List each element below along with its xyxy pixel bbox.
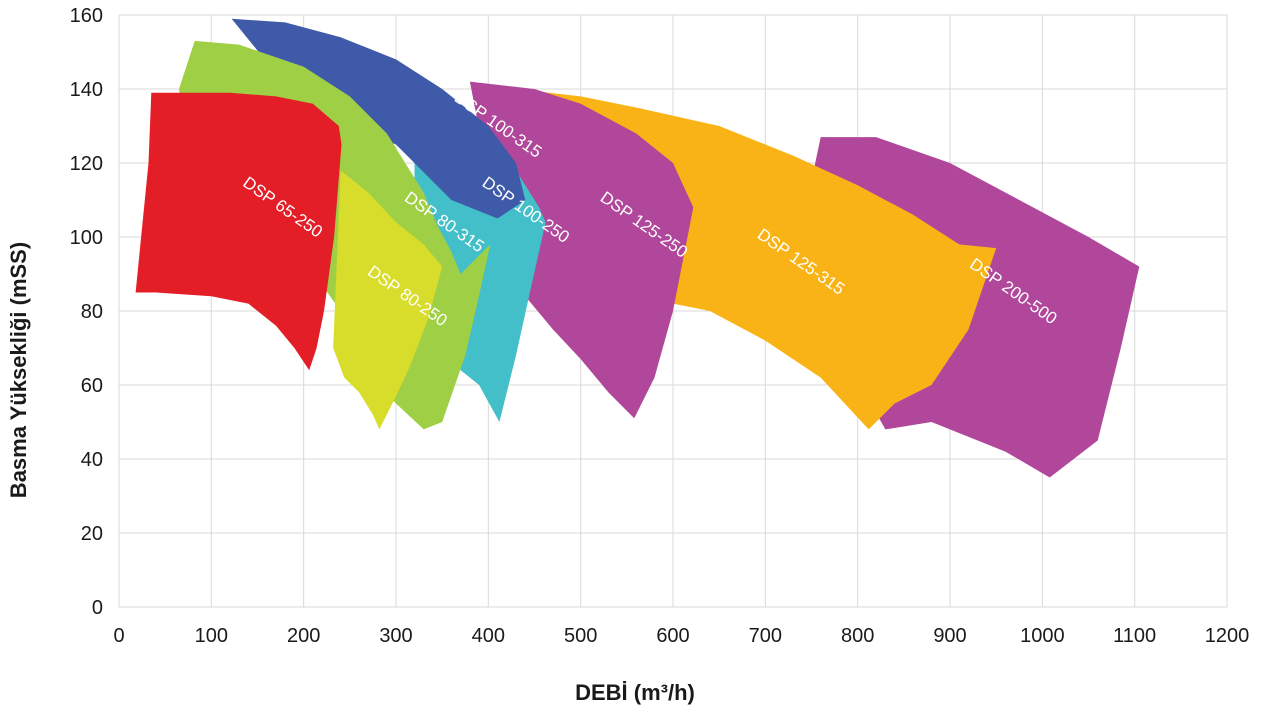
x-tick-label: 1100 xyxy=(1113,625,1156,647)
region-layer xyxy=(135,18,1140,478)
region-dsp-65-250 xyxy=(135,92,342,371)
tick-layer: 0 100 200 300 400 500 600 700 800 900 1000 1100 1200… xyxy=(70,5,1250,647)
x-tick-label: 0 xyxy=(113,625,124,647)
region-dsp-125-250 xyxy=(469,81,694,419)
y-tick-label: 160 xyxy=(70,5,103,27)
x-tick-label: 800 xyxy=(841,625,874,647)
y-tick-label: 60 xyxy=(81,375,103,397)
y-tick-label: 80 xyxy=(81,301,103,323)
x-tick-label: 1200 xyxy=(1205,625,1250,647)
y-tick-label: 120 xyxy=(70,153,103,175)
y-tick-label: 20 xyxy=(81,523,103,545)
x-tick-label: 900 xyxy=(933,625,966,647)
x-tick-label: 700 xyxy=(749,625,782,647)
x-tick-label: 1000 xyxy=(1020,625,1065,647)
x-tick-label: 300 xyxy=(379,625,412,647)
y-tick-label: 100 xyxy=(70,227,103,249)
x-tick-label: 100 xyxy=(195,625,228,647)
y-axis-title: Basma Yüksekliği (mSS) xyxy=(6,242,31,498)
x-tick-label: 600 xyxy=(656,625,689,647)
y-tick-label: 40 xyxy=(81,449,103,471)
x-tick-label: 400 xyxy=(472,625,505,647)
x-tick-label: 500 xyxy=(564,625,597,647)
x-axis-title: DEBİ (m³/h) xyxy=(575,680,695,705)
y-tick-label: 0 xyxy=(92,597,103,619)
region-dsp-80-250 xyxy=(333,170,443,430)
y-tick-label: 140 xyxy=(70,79,103,101)
x-tick-label: 200 xyxy=(287,625,320,647)
